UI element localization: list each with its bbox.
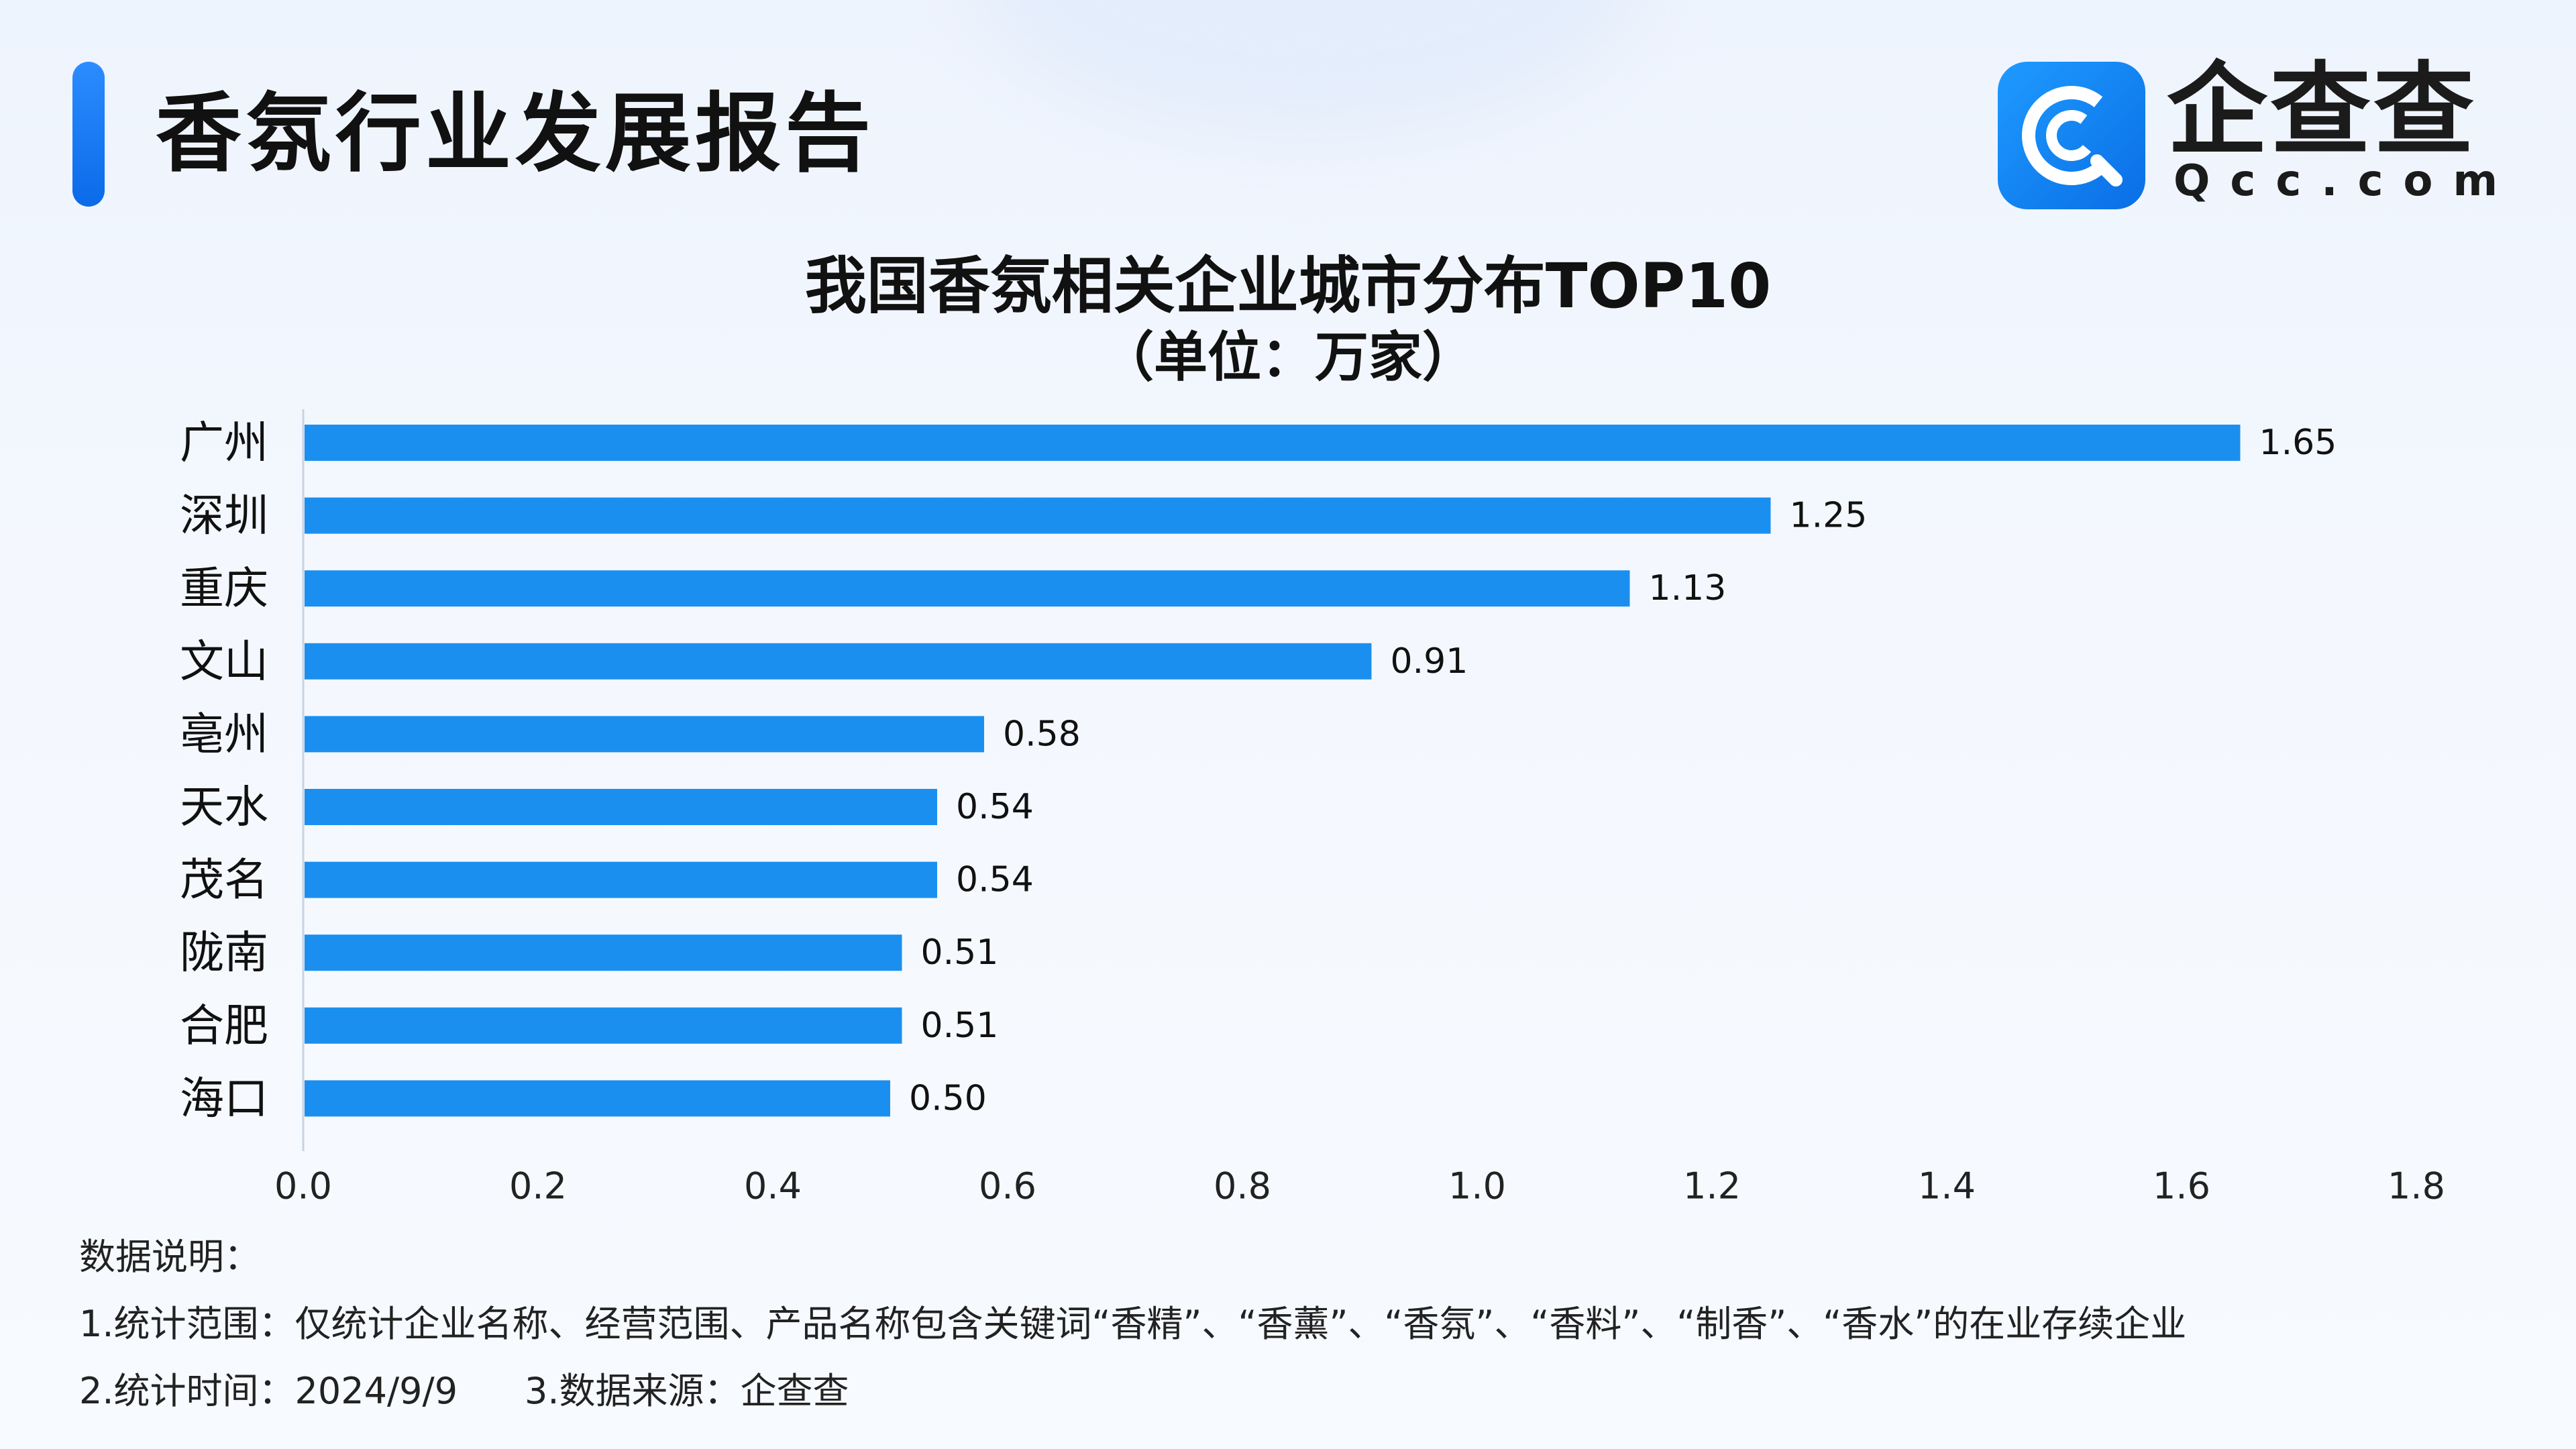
data-label: 1.25 xyxy=(1790,496,1868,536)
chart-title: 我国香氛相关企业城市分布TOP10 xyxy=(804,250,1772,322)
bar xyxy=(305,643,1372,680)
category-label: 亳州 xyxy=(180,708,268,760)
data-label: 0.58 xyxy=(1003,714,1081,754)
category-label: 重庆 xyxy=(180,563,268,614)
bar xyxy=(305,425,2241,461)
qcc-logo-icon xyxy=(1998,62,2145,209)
data-label: 0.91 xyxy=(1391,641,1468,682)
x-tick-label: 1.8 xyxy=(2387,1165,2445,1208)
x-tick-label: 0.8 xyxy=(1214,1165,1271,1208)
x-tick-label: 1.0 xyxy=(1448,1165,1506,1208)
bar xyxy=(305,716,984,753)
x-tick-label: 1.6 xyxy=(2153,1165,2210,1208)
data-label: 0.54 xyxy=(956,860,1034,900)
x-tick-label: 0.2 xyxy=(509,1165,567,1208)
x-tick-label: 1.2 xyxy=(1683,1165,1741,1208)
x-tick-label: 0.0 xyxy=(274,1165,332,1208)
category-label: 广州 xyxy=(180,417,268,469)
category-label: 海口 xyxy=(180,1073,268,1124)
bar xyxy=(305,861,937,898)
notes-scope: 1.统计范围：仅统计企业名称、经营范围、产品名称包含关键词“香精”、“香薰”、“… xyxy=(79,1303,2187,1345)
bar xyxy=(305,570,1630,607)
logo-wordmark-cn: 企查查 xyxy=(2167,52,2477,169)
x-tick-label: 0.6 xyxy=(979,1165,1036,1208)
data-label: 0.54 xyxy=(956,787,1034,827)
category-label: 天水 xyxy=(180,782,268,833)
category-label: 茂名 xyxy=(180,854,268,906)
bar xyxy=(305,497,1771,534)
data-label: 1.65 xyxy=(2259,423,2337,463)
category-label: 陇南 xyxy=(180,927,268,979)
notes-heading: 数据说明： xyxy=(79,1236,260,1278)
title-accent-bar xyxy=(72,62,105,207)
chart-subtitle: （单位：万家） xyxy=(1100,326,1476,388)
bar xyxy=(305,789,937,825)
category-label: 文山 xyxy=(180,635,268,687)
category-label: 合肥 xyxy=(180,1000,268,1051)
bar xyxy=(305,934,902,971)
notes-time: 2.统计时间：2024/9/9 xyxy=(79,1370,458,1412)
data-label: 0.51 xyxy=(921,1006,999,1046)
x-tick-label: 1.4 xyxy=(1918,1165,1976,1208)
bar xyxy=(305,1080,890,1117)
data-label: 1.13 xyxy=(1649,568,1727,608)
bar xyxy=(305,1007,902,1044)
x-tick-label: 0.4 xyxy=(744,1165,802,1208)
notes-source: 3.数据来源：企查查 xyxy=(525,1370,849,1412)
data-label: 0.51 xyxy=(921,932,999,973)
data-label: 0.50 xyxy=(909,1078,987,1118)
logo-wordmark-en: Qcc.com xyxy=(2174,156,2518,206)
page-title: 香氛行业发展报告 xyxy=(156,84,875,184)
category-label: 深圳 xyxy=(180,490,268,541)
